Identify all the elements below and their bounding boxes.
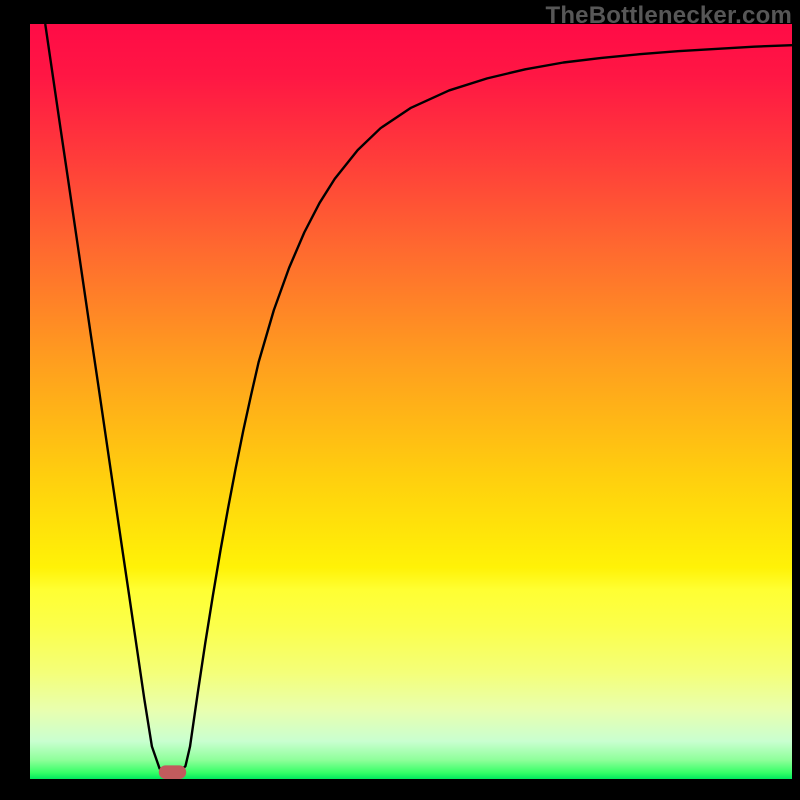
optimal-point-marker [159, 765, 186, 779]
bottleneck-chart [30, 24, 792, 779]
gradient-background [30, 24, 792, 779]
watermark-text: TheBottlenecker.com [545, 2, 792, 30]
chart-frame: TheBottlenecker.com [0, 0, 800, 800]
